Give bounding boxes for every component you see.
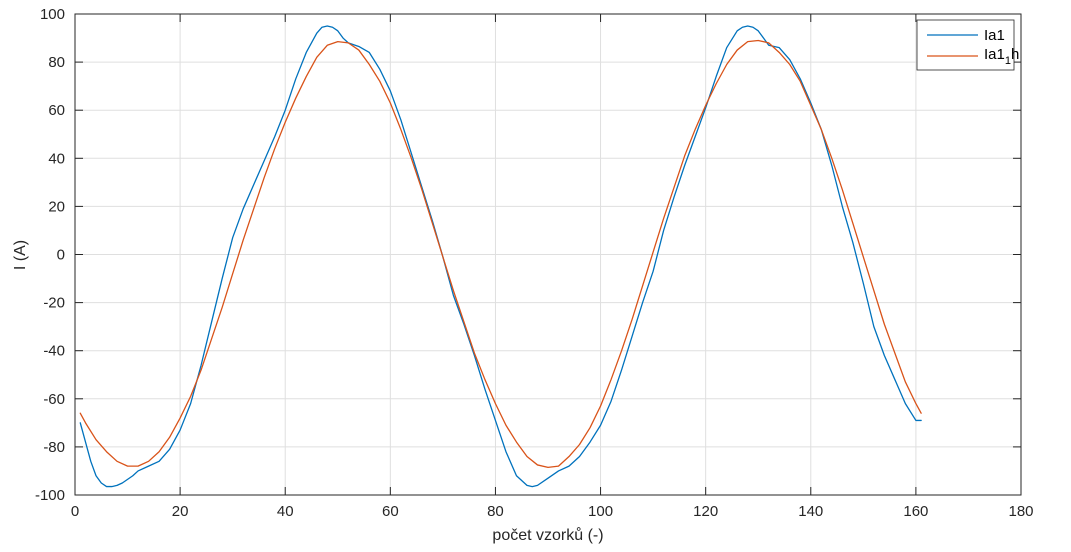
- y-tick-label: -80: [43, 439, 65, 456]
- x-tick-label: 0: [71, 503, 79, 520]
- y-axis-label: I (A): [12, 240, 29, 270]
- series-line-ia1-1h: [79, 39, 922, 468]
- y-tick-label: -20: [43, 295, 65, 312]
- y-tick-label: 80: [48, 54, 65, 71]
- x-axis-label: počet vzorků (-): [492, 526, 603, 544]
- y-tick-label: 0: [57, 247, 65, 264]
- legend-box: [916, 19, 1015, 71]
- y-tick-label: 20: [48, 198, 65, 215]
- y-tick-labels: -100 -80 -60 -40 -20 0 20 40 60 80 100: [35, 6, 65, 504]
- legend-entry-ia1: Ia1: [984, 27, 1005, 44]
- x-tick-label: 140: [798, 503, 823, 520]
- x-tick-labels: 0 20 40 60 80 100 120 140 160 180: [71, 503, 1034, 520]
- x-tick-label: 100: [588, 503, 613, 520]
- axis-ticks: [74, 13, 1022, 496]
- legend-entry-ia1-1h-main: Ia1: [984, 46, 1005, 63]
- y-tick-label: 40: [48, 150, 65, 167]
- legend-entry-ia1-1h: Ia11h: [984, 46, 1019, 67]
- x-tick-label: 120: [693, 503, 718, 520]
- x-tick-label: 20: [172, 503, 189, 520]
- y-tick-label: -100: [35, 487, 65, 504]
- legend: Ia1 Ia11h: [916, 19, 1019, 71]
- legend-entry-ia1-1h-suffix: h: [1011, 46, 1019, 63]
- legend-entry-ia1-1h-sub: 1: [1005, 55, 1011, 67]
- y-tick-label: -40: [43, 343, 65, 360]
- y-tick-label: -60: [43, 391, 65, 408]
- x-tick-label: 80: [487, 503, 504, 520]
- x-tick-label: 40: [277, 503, 294, 520]
- y-tick-label: 60: [48, 102, 65, 119]
- series-lines: [79, 25, 922, 488]
- x-tick-label: 180: [1008, 503, 1033, 520]
- x-tick-label: 60: [382, 503, 399, 520]
- y-tick-label: 100: [40, 6, 65, 23]
- x-tick-label: 160: [903, 503, 928, 520]
